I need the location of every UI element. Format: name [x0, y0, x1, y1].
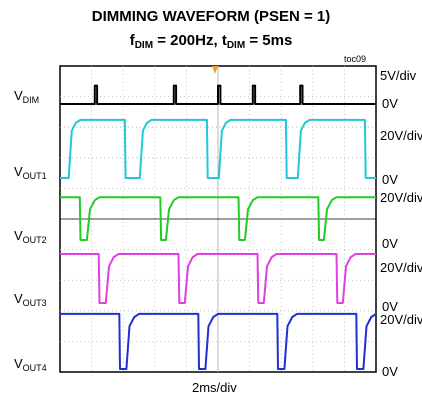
zero-label-out3: 0V — [382, 299, 398, 314]
chart-title: DIMMING WAVEFORM (PSEN = 1) — [91, 8, 331, 25]
channel-label-out2: VOUT2 — [14, 228, 47, 245]
trace-out4 — [60, 312, 377, 370]
trace-out2 — [60, 196, 376, 241]
zero-label-dim: 0V — [382, 96, 398, 111]
scale-label-out4: 20V/div — [380, 312, 422, 327]
channel-label-sub: OUT3 — [22, 298, 47, 308]
scale-label-out2: 20V/div — [380, 190, 422, 205]
channel-label-main: V — [14, 228, 23, 243]
channel-label-out3: VOUT3 — [14, 291, 47, 308]
channel-label-main: V — [14, 356, 23, 371]
trigger-marker — [212, 66, 218, 74]
zero-value: 0V — [382, 96, 398, 111]
zero-value: 0V — [382, 172, 398, 187]
zero-label-out4: 0V — [382, 364, 398, 379]
channel-label-main: V — [14, 291, 23, 306]
channel-label-dim: VDIM — [14, 88, 39, 105]
trace-dim — [60, 84, 376, 105]
plot-grid — [60, 66, 376, 372]
zero-label-out2: 0V — [382, 236, 398, 251]
x-axis-label: 2ms/div — [192, 380, 237, 395]
zero-value: 0V — [382, 364, 398, 379]
channel-label-out1: VOUT1 — [14, 164, 47, 181]
trace-out1 — [60, 118, 376, 179]
scale-value: 20V/div — [380, 190, 422, 205]
subtitle-t: t — [221, 32, 227, 49]
zero-value: 0V — [382, 299, 398, 314]
scale-label-dim: 5V/div — [380, 68, 416, 83]
channel-label-sub: DIM — [22, 95, 40, 105]
subtitle-t-value: = 5ms — [245, 32, 293, 49]
channel-label-main: V — [14, 88, 23, 103]
scale-value: 20V/div — [380, 128, 422, 143]
subtitle-f-sub: DIM — [134, 40, 154, 51]
channel-label-main: V — [14, 164, 23, 179]
traces — [60, 84, 377, 370]
scale-value: 20V/div — [380, 260, 422, 275]
subtitle-t-sub: DIM — [226, 40, 246, 51]
scale-label-out1: 20V/div — [380, 128, 422, 143]
chart-subtitle: fDIM = 200Hz, tDIM = 5ms — [0, 32, 422, 51]
zero-label-out1: 0V — [382, 172, 398, 187]
figure-tag: toc09 — [344, 54, 367, 64]
zero-value: 0V — [382, 236, 398, 251]
trace-out3 — [60, 253, 376, 304]
scale-label-out3: 20V/div — [380, 260, 422, 275]
channel-label-sub: OUT1 — [22, 171, 47, 181]
subtitle-f: f — [129, 32, 135, 49]
channel-label-out4: VOUT4 — [14, 356, 47, 373]
channel-label-sub: OUT2 — [22, 235, 47, 245]
channel-label-sub: OUT4 — [22, 363, 47, 373]
scale-value: 5V/div — [380, 68, 417, 83]
scale-value: 20V/div — [380, 312, 422, 327]
subtitle-f-value: = 200Hz, — [153, 32, 222, 49]
